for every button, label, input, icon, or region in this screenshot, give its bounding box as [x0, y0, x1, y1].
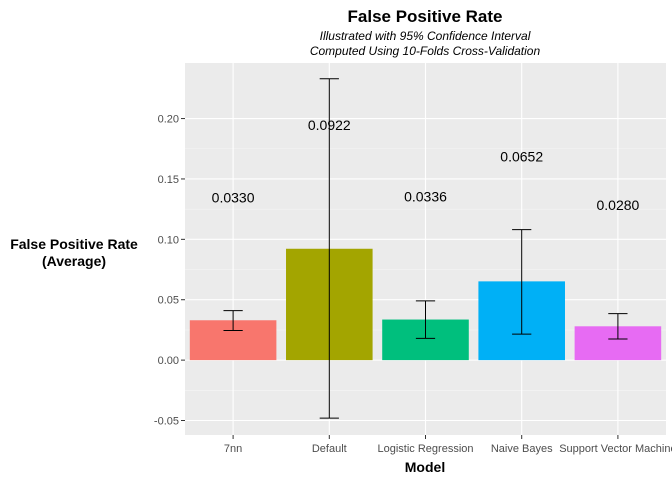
- data-label: 0.0922: [308, 117, 351, 133]
- data-label: 0.0280: [596, 197, 639, 213]
- data-label: 0.0336: [404, 188, 447, 204]
- x-tick-label: Naive Bayes: [491, 443, 553, 455]
- y-axis-title-line-1: False Positive Rate: [10, 236, 138, 252]
- data-label: 0.0652: [500, 149, 543, 165]
- chart-subtitle-line-2: Computed Using 10-Folds Cross-Validation: [310, 44, 541, 58]
- value-labels: 0.0330 0.0922 0.0336 0.0652 0.0280: [212, 117, 640, 213]
- chart-subtitle-line-1: Illustrated with 95% Confidence Interval: [320, 29, 531, 43]
- x-tick-label: Default: [312, 443, 347, 455]
- x-axis-ticks: 7nn Default Logistic Regression Naive Bayes…: [224, 435, 672, 455]
- y-tick-label: 0.00: [158, 355, 179, 367]
- x-tick-label: Logistic Regression: [378, 443, 474, 455]
- y-tick-label: 0.15: [158, 174, 179, 186]
- x-tick-label: 7nn: [224, 443, 242, 455]
- y-axis-title-line-2: (Average): [42, 253, 106, 269]
- data-label: 0.0330: [212, 190, 255, 206]
- y-tick-label: 0.10: [158, 234, 179, 246]
- x-tick-label: Support Vector Machine: [559, 443, 672, 455]
- y-tick-label: 0.05: [158, 295, 179, 307]
- chart-title: False Positive Rate: [348, 7, 503, 26]
- y-tick-label: -0.05: [154, 416, 179, 428]
- x-axis-title: Model: [405, 459, 445, 475]
- error-bars: [223, 78, 628, 419]
- y-tick-label: 0.20: [158, 114, 179, 126]
- y-axis-ticks: -0.05 0.00 0.05 0.10 0.15 0.20: [154, 114, 185, 428]
